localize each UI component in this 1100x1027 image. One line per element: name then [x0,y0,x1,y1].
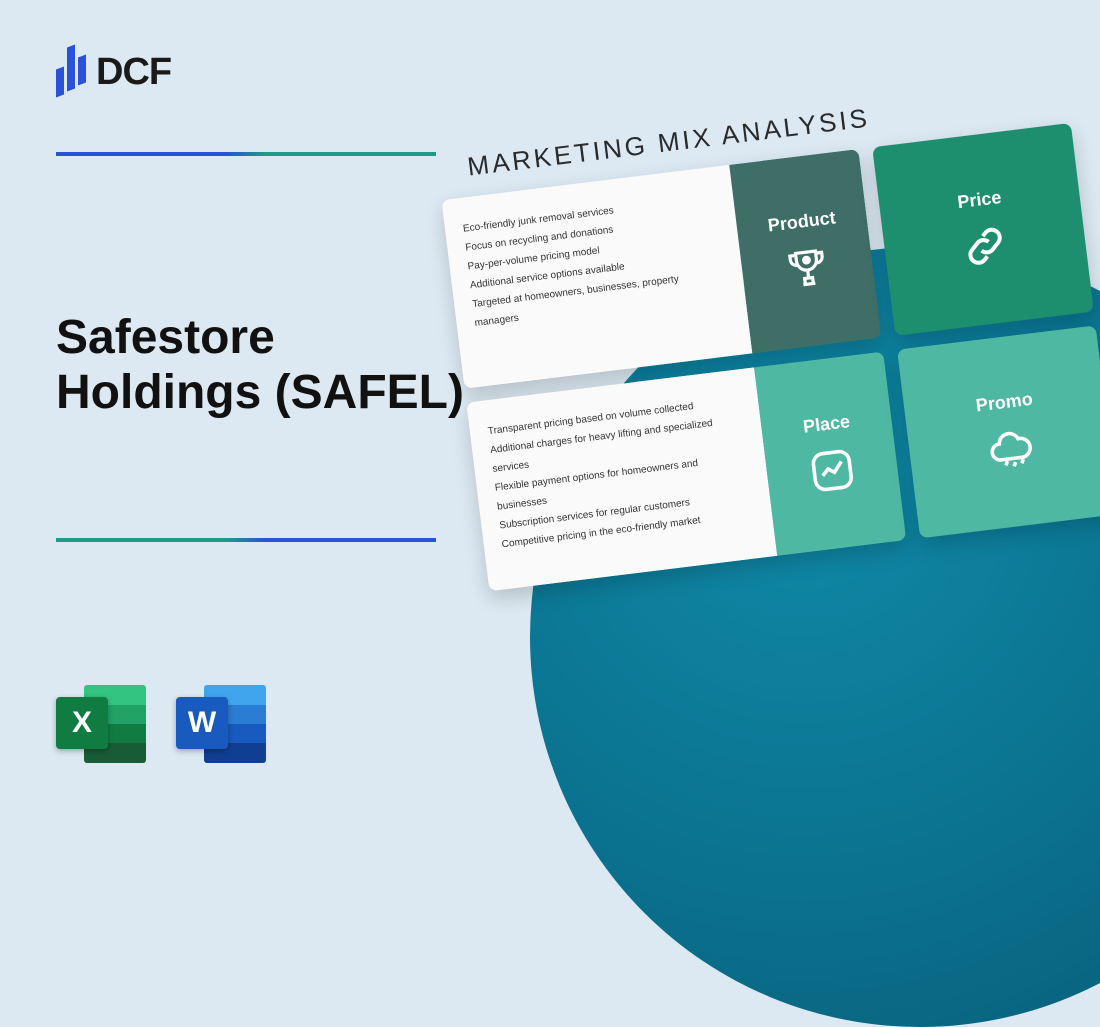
app-icons: X W [56,679,266,769]
excel-letter: X [56,697,108,749]
word-letter: W [176,697,228,749]
card-place-body: Transparent pricing based on volume coll… [466,367,777,591]
promotion-label: Promo [975,388,1034,416]
logo-bars-icon [56,48,86,96]
excel-icon[interactable]: X [56,679,146,769]
product-label: Product [767,207,837,236]
card-product-side: Product [729,149,881,353]
price-label: Price [956,187,1002,213]
infographic: MARKETING MIX ANALYSIS Eco-friendly junk… [436,68,1100,591]
trophy-icon [781,241,834,294]
analytics-icon [805,443,858,496]
logo-text: DCF [96,51,171,94]
title-line1: Safestore Holdings (SAFEL) [56,311,464,419]
card-promotion: Promo [897,325,1100,538]
word-icon[interactable]: W [176,679,266,769]
page-title: Safestore Holdings (SAFEL) [56,310,464,420]
divider-bottom [56,538,436,542]
card-price: Price [872,123,1094,336]
cloud-icon [983,421,1036,474]
logo: DCF [56,48,171,96]
card-place-side: Place [754,351,906,555]
card-product: Eco-friendly junk removal services Focus… [441,149,881,389]
card-product-body: Eco-friendly junk removal services Focus… [441,165,752,389]
divider-top [56,152,436,156]
place-label: Place [802,411,851,438]
link-icon [958,219,1011,272]
